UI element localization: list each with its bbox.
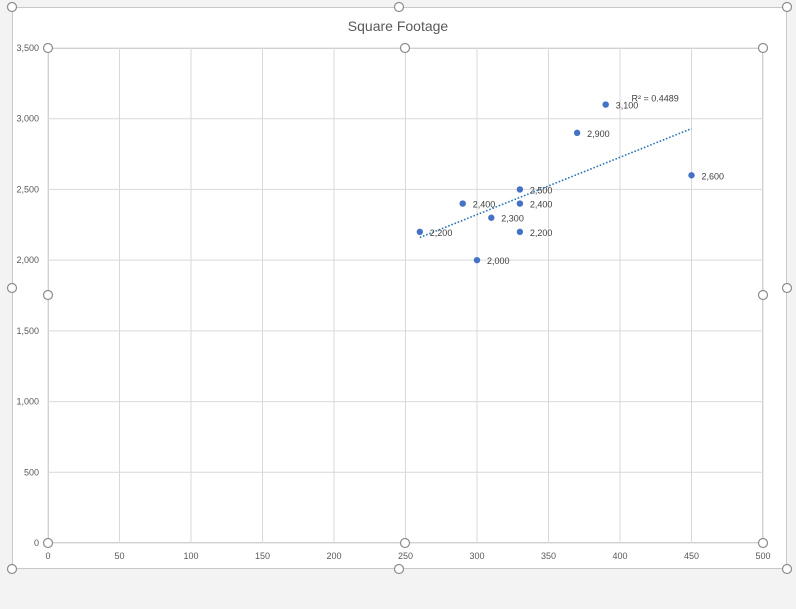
resize-handle[interactable] [42, 537, 54, 549]
data-label: 2,600 [702, 171, 725, 181]
y-tick-label: 1,000 [16, 397, 39, 407]
data-label: 3,100 [616, 101, 639, 111]
data-label: 2,200 [430, 228, 453, 238]
y-tick-label: 2,500 [16, 184, 39, 194]
x-tick-label: 250 [398, 551, 413, 561]
data-label: 2,400 [530, 200, 553, 210]
resize-handle[interactable] [42, 289, 54, 301]
x-tick-label: 500 [755, 551, 770, 561]
data-point[interactable] [459, 200, 466, 207]
y-tick-label: 500 [24, 467, 39, 477]
resize-handle[interactable] [757, 289, 769, 301]
data-label: 2,300 [501, 214, 524, 224]
x-tick-label: 50 [114, 551, 124, 561]
resize-handle[interactable] [781, 282, 793, 294]
data-point[interactable] [602, 101, 609, 108]
resize-handle[interactable] [757, 42, 769, 54]
resize-handle[interactable] [757, 537, 769, 549]
x-tick-label: 350 [541, 551, 556, 561]
x-tick-label: 450 [684, 551, 699, 561]
resize-handle[interactable] [781, 563, 793, 575]
y-tick-label: 1,500 [16, 326, 39, 336]
data-point[interactable] [573, 129, 581, 137]
resize-handle[interactable] [6, 1, 18, 13]
chart-title: Square Footage [347, 18, 449, 34]
y-tick-label: 2,000 [16, 255, 39, 265]
resize-handle[interactable] [399, 42, 411, 54]
data-point[interactable] [516, 228, 524, 236]
data-point[interactable] [516, 186, 524, 193]
resize-handle[interactable] [6, 282, 18, 294]
resize-handle[interactable] [393, 1, 405, 13]
resize-handle[interactable] [781, 1, 793, 13]
resize-handle[interactable] [42, 42, 54, 54]
resize-handle[interactable] [393, 563, 405, 575]
x-tick-label: 200 [326, 551, 341, 561]
x-tick-label: 0 [45, 551, 50, 561]
data-point[interactable] [516, 200, 524, 207]
x-tick-label: 150 [255, 551, 270, 561]
data-point[interactable] [488, 214, 495, 221]
x-tick-label: 400 [612, 551, 627, 561]
chart-area[interactable] [12, 7, 787, 569]
x-tick-label: 100 [183, 551, 198, 561]
y-tick-label: 3,000 [16, 114, 39, 124]
x-tick-label: 300 [469, 551, 484, 561]
r-squared-label: R² = 0.4489 [632, 94, 679, 104]
data-label: 2,400 [473, 200, 496, 210]
data-point[interactable] [688, 172, 695, 179]
data-point[interactable] [473, 256, 481, 264]
data-label: 2,200 [530, 228, 553, 238]
y-tick-label: 0 [34, 538, 39, 548]
trendline [419, 127, 692, 239]
y-tick-label: 3,500 [16, 43, 39, 53]
data-point[interactable] [416, 228, 423, 236]
data-label: 2,000 [487, 256, 510, 266]
data-label: 2,500 [530, 185, 553, 195]
data-label: 2,900 [587, 129, 610, 139]
resize-handle[interactable] [399, 537, 411, 549]
resize-handle[interactable] [6, 563, 18, 575]
